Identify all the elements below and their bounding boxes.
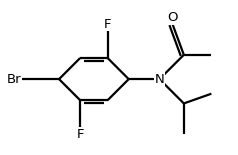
Text: Br: Br <box>7 73 22 86</box>
Text: O: O <box>167 11 178 24</box>
Text: F: F <box>104 18 111 31</box>
Text: N: N <box>155 73 164 86</box>
Text: F: F <box>76 128 84 141</box>
